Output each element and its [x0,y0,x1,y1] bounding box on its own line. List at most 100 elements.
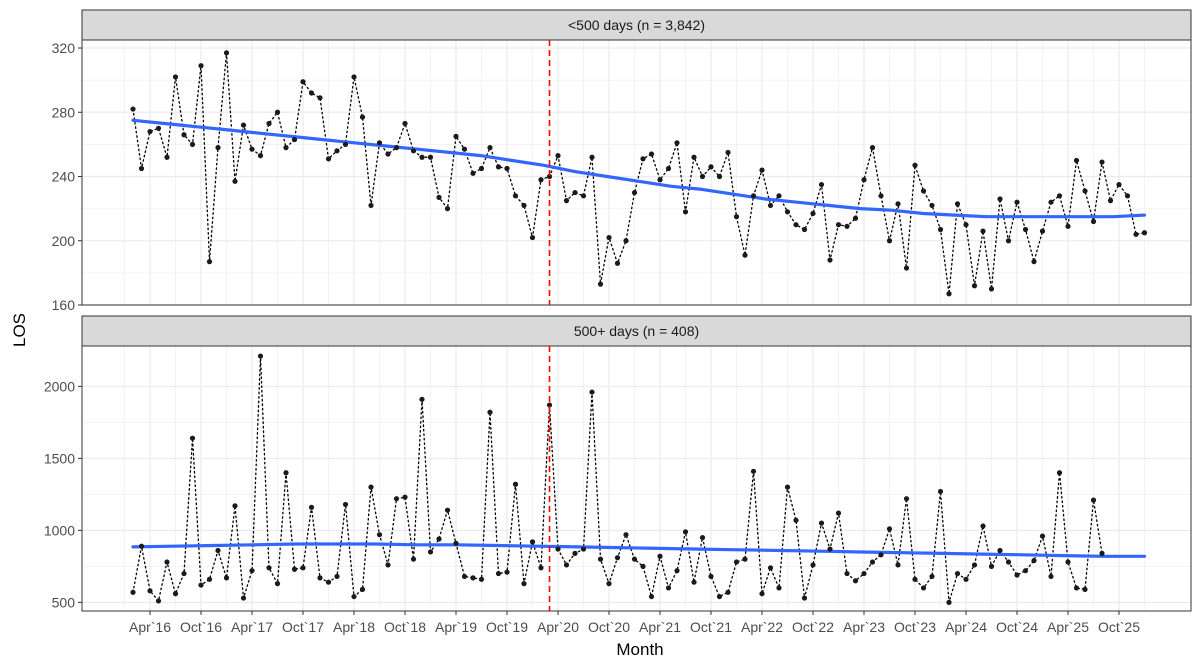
x-tick-label: Apr`21 [639,619,681,635]
data-point [266,565,272,571]
data-point [869,145,876,151]
x-tick-label: Apr`16 [129,619,171,635]
data-point [198,582,204,588]
data-point [155,125,162,131]
data-point [1082,188,1088,194]
data-point [929,573,935,580]
data-point [1107,198,1114,204]
panel-border [81,39,1192,306]
data-point [1039,533,1046,539]
data-point [640,563,646,569]
data-point [130,589,136,595]
data-point [742,252,748,258]
data-point [300,79,306,85]
data-point [172,591,179,597]
data-point [793,222,799,228]
data-point [691,579,697,585]
data-point [334,148,340,154]
data-point [308,90,315,96]
data-point [1022,226,1029,233]
data-point [487,409,493,415]
panel-border [81,345,1192,612]
y-tick-label: 500 [52,594,76,610]
data-point [963,576,969,582]
data-point [283,145,289,151]
y-tick-label: 200 [52,233,76,249]
data-point [835,222,842,228]
data-point [818,181,825,188]
data-point [1090,497,1097,503]
x-tick-label: Oct`16 [180,619,222,635]
data-point [138,543,145,549]
data-point [215,547,221,554]
data-point [189,141,196,147]
data-point [980,523,986,529]
data-point [1039,228,1046,234]
data-point [1031,259,1037,265]
data-point [572,550,578,556]
y-tick-label: 320 [52,40,76,56]
data-point [274,581,281,587]
y-axis-title: LOS [10,313,29,347]
data-point [240,122,247,128]
data-point [1099,159,1105,165]
data-point [563,198,570,204]
data-point [1133,231,1139,237]
data-point [478,165,485,172]
data-point [410,148,417,154]
x-tick-label: Oct`22 [792,619,834,635]
data-point [529,539,536,545]
smooth-trend-line [131,542,1147,558]
data-point [283,470,289,476]
data-point [597,281,604,287]
data-point [606,581,612,587]
data-point [359,586,366,592]
data-point [555,546,561,552]
data-point [521,202,527,209]
data-point [461,573,468,580]
data-point [912,576,918,582]
data-point [512,481,519,487]
data-point [1031,557,1037,564]
data-point [827,257,833,263]
data-point [376,532,383,538]
data-point [206,259,213,265]
data-point [563,562,570,568]
data-point [249,568,255,574]
data-point [725,589,731,595]
data-point [172,74,179,80]
data-point [674,140,680,146]
data-point [215,145,221,151]
data-point [130,106,136,112]
data-point [538,177,544,183]
data-point [1099,550,1105,556]
data-point [725,149,731,156]
x-axis-title: Month [616,640,663,659]
data-point [954,570,961,577]
data-point [903,265,910,271]
data-point [801,226,808,233]
data-point [657,553,663,559]
data-point [402,120,408,127]
panel-1: <500 days (n = 3,842) 160 200 240 280 320 [52,9,1192,313]
data-point [1056,193,1063,199]
x-tick-label: Oct`18 [384,619,426,635]
data-point [895,201,901,207]
data-point [436,194,442,200]
data-point [1014,199,1020,205]
data-point [325,156,332,162]
data-point [1082,586,1088,592]
data-point [334,573,340,580]
data-point [385,562,391,568]
data-point [597,556,604,562]
data-point [453,133,459,139]
data-point [495,164,502,170]
data-point [776,585,782,591]
data-point [810,210,816,217]
x-tick-label: Apr`22 [741,619,783,635]
data-point [861,570,867,577]
data-point [878,193,884,199]
data-point [750,193,757,199]
panel-2: 500+ days (n = 408) 500 1000 1500 2000 [44,315,1192,612]
